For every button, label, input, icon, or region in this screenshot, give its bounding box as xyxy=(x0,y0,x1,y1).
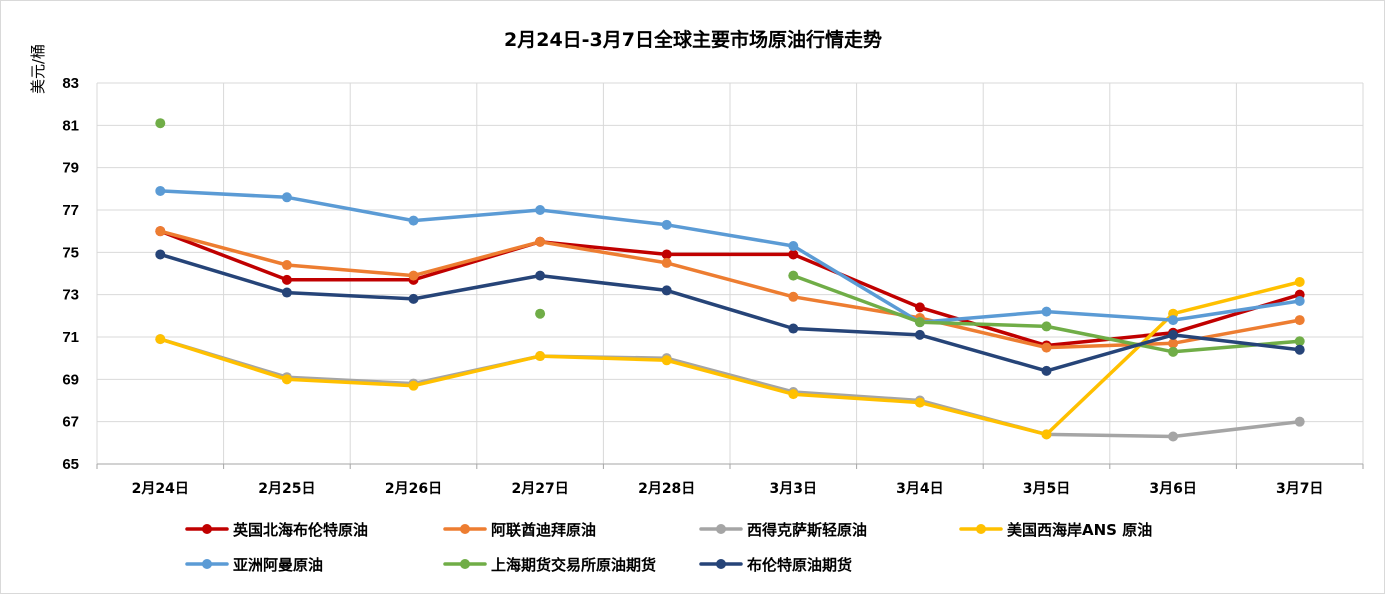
legend-swatch-marker xyxy=(716,559,726,569)
data-point xyxy=(1294,336,1305,347)
data-point xyxy=(281,374,292,385)
legend-label: 美国西海岸ANS 原油 xyxy=(1007,521,1152,539)
x-tick-label: 2月28日 xyxy=(638,481,695,497)
data-point xyxy=(914,302,925,313)
data-point xyxy=(281,260,292,271)
data-point xyxy=(1294,276,1305,287)
legend-swatch-marker xyxy=(202,524,212,534)
data-point xyxy=(535,351,546,362)
legend-label: 布伦特原油期货 xyxy=(747,556,852,574)
data-point xyxy=(155,185,166,196)
data-point xyxy=(1168,315,1179,326)
x-tick-label: 2月24日 xyxy=(132,481,189,497)
data-point xyxy=(788,249,799,260)
data-point xyxy=(1041,365,1052,376)
data-point xyxy=(1168,329,1179,340)
y-tick-label: 69 xyxy=(62,371,79,388)
x-tick-label: 2月26日 xyxy=(385,481,442,497)
legend-label: 英国北海布伦特原油 xyxy=(233,521,368,539)
data-point xyxy=(661,257,672,268)
data-point xyxy=(408,380,419,391)
y-tick-label: 77 xyxy=(62,202,79,219)
x-tick-label: 2月27日 xyxy=(511,481,568,497)
data-point xyxy=(281,274,292,285)
data-point xyxy=(661,249,672,260)
y-tick-label: 71 xyxy=(62,329,79,346)
x-tick-label: 3月5日 xyxy=(1023,481,1070,497)
data-point xyxy=(1294,315,1305,326)
data-point xyxy=(914,397,925,408)
series-line xyxy=(158,189,1302,324)
series-lines xyxy=(155,118,1305,442)
legend-swatch-marker xyxy=(202,559,212,569)
data-point xyxy=(408,270,419,281)
data-point xyxy=(788,323,799,334)
data-point xyxy=(535,236,546,247)
data-point xyxy=(1294,416,1305,427)
legend-swatch-marker xyxy=(976,524,986,534)
data-point xyxy=(1041,306,1052,317)
y-tick-label: 83 xyxy=(62,75,79,92)
x-tick-label: 3月7日 xyxy=(1276,481,1323,497)
gridlines xyxy=(96,82,1364,464)
data-point xyxy=(788,270,799,281)
data-point xyxy=(1168,431,1179,442)
data-point xyxy=(1041,321,1052,332)
x-tick-label: 2月25日 xyxy=(258,481,315,497)
x-tick-label: 3月6日 xyxy=(1149,481,1196,497)
data-point xyxy=(535,308,546,319)
data-point xyxy=(661,285,672,296)
data-point xyxy=(1168,338,1179,349)
data-point xyxy=(408,293,419,304)
legend-swatch-marker xyxy=(460,524,470,534)
series-line xyxy=(158,280,1302,437)
data-point xyxy=(788,240,799,251)
legend-label: 亚洲阿曼原油 xyxy=(233,556,323,574)
series-line xyxy=(158,229,1302,350)
data-point xyxy=(1041,342,1052,353)
y-tick-label: 81 xyxy=(62,117,79,134)
data-point xyxy=(155,334,166,345)
axes: 65 67 69 71 73 75 77 79 81 83 2月24日 2月25日 2月26日 2月27日… xyxy=(62,75,1364,497)
legend-swatch-marker xyxy=(716,524,726,534)
data-point xyxy=(155,249,166,260)
data-point xyxy=(914,317,925,328)
y-tick-label: 75 xyxy=(62,244,79,261)
legend-swatch-marker xyxy=(460,559,470,569)
data-point xyxy=(788,389,799,400)
data-point xyxy=(1294,344,1305,355)
data-point xyxy=(1294,296,1305,307)
y-tick-label: 65 xyxy=(62,456,79,473)
data-point xyxy=(535,205,546,215)
data-point xyxy=(661,219,672,230)
data-point xyxy=(788,291,799,302)
data-point xyxy=(155,226,166,237)
chart-title: 2月24日-3月7日全球主要市场原油行情走势 xyxy=(504,28,882,51)
legend-label: 上海期货交易所原油期货 xyxy=(491,556,656,574)
legend: 英国北海布伦特原油 阿联酋迪拜原油 西得克萨斯轻原油 美国西海岸ANS 原油亚洲阿曼原… xyxy=(185,521,1152,574)
data-point xyxy=(155,118,166,129)
data-point xyxy=(408,215,419,226)
data-point xyxy=(281,287,292,298)
series-line xyxy=(158,337,1302,439)
x-tick-label: 3月4日 xyxy=(896,481,943,497)
y-tick-label: 79 xyxy=(62,160,79,177)
legend-label: 阿联酋迪拜原油 xyxy=(491,521,596,539)
y-tick-label: 67 xyxy=(62,414,79,431)
series-line xyxy=(158,252,1302,373)
data-point xyxy=(914,329,925,340)
data-point xyxy=(535,270,546,281)
data-point xyxy=(661,355,672,366)
data-point xyxy=(1168,346,1179,357)
y-tick-label: 73 xyxy=(62,287,79,304)
legend-label: 西得克萨斯轻原油 xyxy=(747,521,867,539)
data-point xyxy=(1041,429,1052,440)
x-tick-label: 3月3日 xyxy=(770,481,817,497)
data-point xyxy=(281,192,292,203)
y-axis-label: 美元/桶 xyxy=(29,44,47,94)
